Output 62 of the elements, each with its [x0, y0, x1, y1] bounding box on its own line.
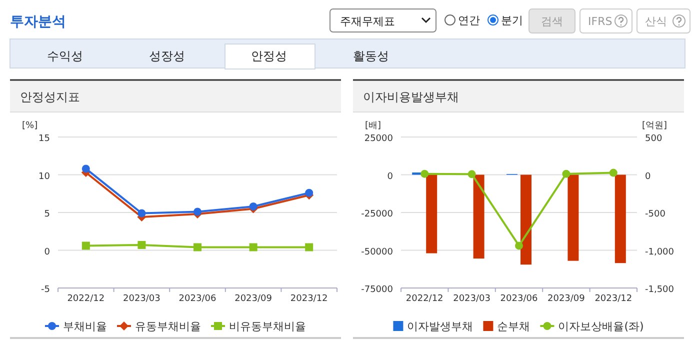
text: 검색: [541, 15, 563, 28]
point: [249, 243, 258, 252]
y2-axis-title: [억원]: [642, 121, 668, 131]
legend-label: 유동부채비율: [135, 320, 201, 333]
chart-title: 이자비용발생부채: [363, 90, 459, 104]
y-tick-label: -5: [41, 285, 50, 295]
y2-tick-label: -1,500: [645, 285, 674, 295]
y-tick-label: -75000: [361, 285, 394, 295]
text: IFRS: [588, 15, 612, 28]
x-tick-label: 2023/06: [178, 294, 216, 304]
text: 연간: [458, 14, 480, 27]
y-axis-title: [배]: [365, 121, 382, 131]
text: 투자분석: [10, 14, 66, 30]
legend-label: 비유동부채비율: [229, 320, 306, 333]
point: [249, 202, 258, 210]
x-tick-label: 2023/09: [234, 294, 272, 304]
point: [305, 243, 314, 252]
point: [305, 188, 314, 197]
y-tick-label: 0: [44, 247, 50, 258]
y-tick-label: -50000: [361, 247, 394, 258]
x-tick-label: 2022/12: [67, 294, 105, 304]
y-tick-label: 15: [38, 134, 50, 144]
legend-label: 순부채: [497, 320, 530, 333]
x-tick-label: 2023/09: [548, 294, 586, 304]
point: [194, 243, 202, 252]
point: [609, 168, 618, 177]
point: [82, 242, 90, 250]
x-tick-label: 2023/12: [290, 294, 328, 304]
text: 산식: [645, 15, 667, 28]
text: 성장성: [149, 49, 185, 63]
legend-label: 부채비율: [63, 320, 107, 333]
y2-tick-label: 500: [645, 134, 662, 144]
y-tick-label: 25000: [364, 134, 394, 144]
chart-title: 안정성지표: [20, 90, 80, 104]
y2-tick-label: -1,000: [645, 247, 674, 258]
x-tick-label: 2023/03: [453, 294, 490, 304]
y-tick-label: 0: [387, 172, 394, 182]
x-tick-label: 2023/06: [500, 294, 538, 304]
point: [562, 170, 570, 178]
y-tick-label: 5: [44, 210, 50, 220]
text: 수익성: [47, 49, 83, 63]
point: [82, 164, 90, 173]
point: [420, 170, 429, 178]
point: [138, 240, 146, 249]
text: 분기: [501, 14, 523, 27]
y-tick-label: 10: [38, 172, 50, 182]
text: 주재무제표: [340, 15, 395, 28]
x-tick-label: 2022/12: [406, 294, 444, 304]
legend-label: 이자보상배율(좌): [558, 320, 644, 333]
point: [468, 170, 476, 178]
point: [515, 242, 523, 250]
x-tick-label: 2023/12: [594, 294, 632, 304]
y-tick-label: -25000: [361, 210, 394, 220]
point: [194, 208, 202, 216]
y2-tick-label: 0: [645, 172, 651, 182]
point: [138, 209, 146, 218]
y-axis-title: [%]: [22, 121, 38, 131]
y2-tick-label: -500: [645, 210, 666, 220]
text: 안정성: [251, 49, 287, 63]
legend-label: 이자발생부채: [407, 320, 474, 333]
text: 활동성: [353, 49, 389, 63]
x-tick-label: 2023/03: [123, 294, 160, 304]
